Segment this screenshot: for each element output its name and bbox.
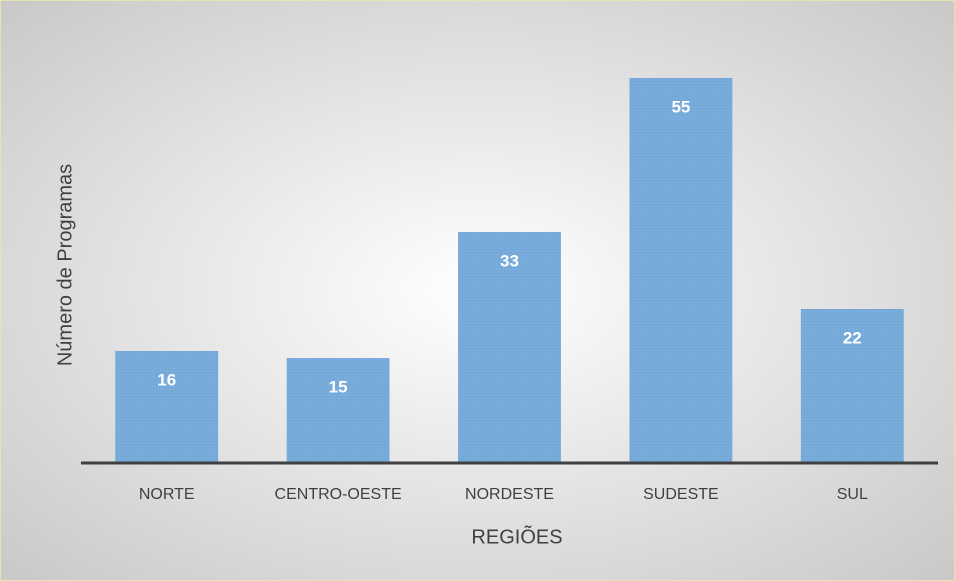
x-tick-label: NORTE [139,486,195,503]
y-axis-title: Número de Programas [54,164,76,366]
bar-texture [458,232,561,463]
x-tick-label: CENTRO-OESTE [275,486,402,503]
value-label: 16 [157,370,176,389]
x-tick-label: SUL [837,486,868,503]
x-axis-title: REGIÕES [471,524,562,548]
x-tick-label: NORDESTE [465,486,554,503]
value-label: 15 [329,377,348,396]
bar-texture [286,358,390,463]
x-tick-label: SUDESTE [643,486,719,503]
bar-texture [629,78,733,463]
value-label: 33 [500,251,519,270]
bar-texture [800,309,904,463]
value-label: 55 [671,97,690,116]
value-label: 22 [843,328,862,347]
bar-texture [115,351,219,463]
